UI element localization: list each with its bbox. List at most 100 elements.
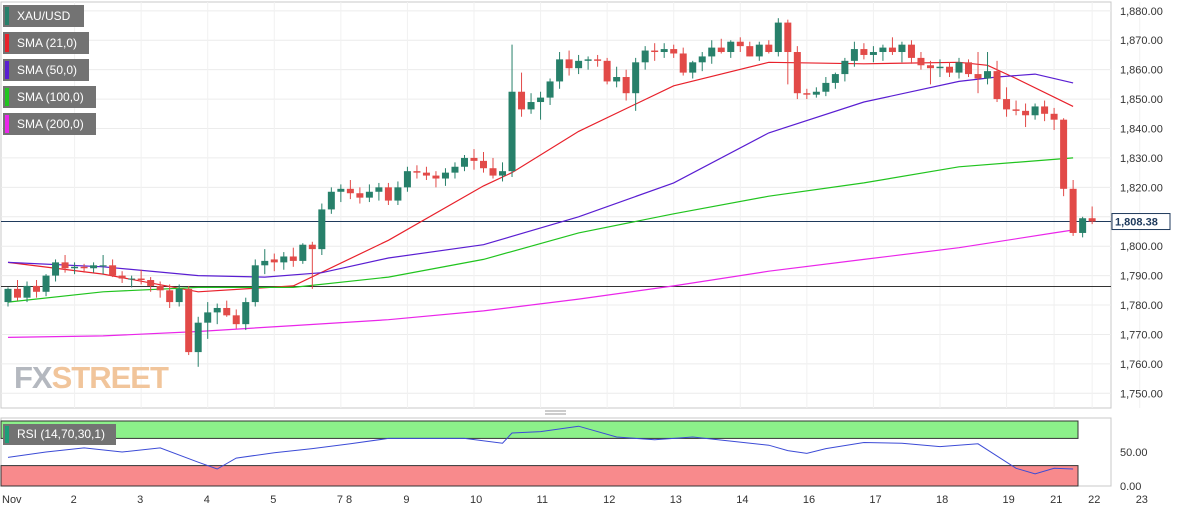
candle-body [965, 62, 973, 75]
candle-body [384, 187, 392, 201]
candle-body [460, 157, 468, 167]
candle-body [746, 46, 754, 57]
candle-body [1069, 188, 1077, 233]
legend-item-sma50[interactable]: SMA (50,0) [3, 59, 89, 81]
y-tick-label: 1,770.00 [1120, 329, 1163, 341]
rsi-swatch [5, 426, 9, 443]
x-tick-label: 13 [670, 494, 682, 506]
candle-body [166, 290, 174, 303]
candle-body [232, 315, 240, 325]
y-tick-label: 1,880.00 [1120, 6, 1163, 18]
x-tick-label: 23 [1136, 494, 1148, 506]
y-tick-label: 1,750.00 [1120, 388, 1163, 400]
x-tick-label: 10 [470, 494, 482, 506]
candle-body [651, 50, 659, 53]
candle-body [251, 265, 259, 303]
candle-body [109, 265, 117, 276]
candle-body [4, 288, 12, 303]
candle-body [99, 265, 107, 267]
candle-body [993, 71, 1001, 100]
x-tick-label: 4 [204, 494, 210, 506]
candle-body [128, 278, 136, 280]
candle-body [147, 280, 155, 286]
legend-label: SMA (100,0) [17, 90, 84, 104]
candles [4, 18, 1096, 367]
candle-body [156, 285, 164, 291]
legend-item-sma21[interactable]: SMA (21,0) [3, 32, 89, 54]
candle-body [755, 44, 763, 57]
candle-body [280, 256, 288, 263]
x-tick-label: 12 [603, 494, 615, 506]
candle-body [1079, 218, 1087, 233]
y-tick-label: 1,850.00 [1120, 94, 1163, 106]
candle-body [594, 59, 602, 61]
candle-body [727, 41, 735, 53]
legend-item-sma100[interactable]: SMA (100,0) [3, 86, 96, 108]
x-tick-label: 19 [1003, 494, 1015, 506]
candle-body [308, 244, 316, 250]
x-tick-label: 16 [803, 494, 815, 506]
legend-label: SMA (21,0) [17, 36, 78, 50]
legend-item-sma200[interactable]: SMA (200,0) [3, 113, 96, 135]
y-tick-label: 1,780.00 [1120, 300, 1163, 312]
candle-body [632, 62, 640, 94]
candle-body [413, 171, 421, 173]
candle-body [327, 191, 335, 210]
candle-body [850, 49, 858, 61]
candle-body [679, 53, 687, 73]
candle-body [42, 275, 50, 292]
candle-body [603, 60, 611, 82]
candle-body [556, 59, 564, 82]
candle-body [1012, 109, 1020, 111]
x-tick-label: Nov [2, 494, 22, 506]
candle-body [470, 157, 478, 161]
candle-body [546, 81, 554, 98]
candle-body [1050, 113, 1058, 120]
candle-body [61, 262, 69, 269]
candle-body [52, 262, 60, 276]
x-tick-label: 2 [71, 494, 77, 506]
candle-body [888, 47, 896, 53]
candle-body [736, 41, 744, 47]
candle-body [945, 66, 953, 73]
y-tick-label: 1,870.00 [1120, 35, 1163, 47]
candle-body [175, 288, 183, 303]
candle-body [708, 47, 716, 57]
rsi-label[interactable]: RSI (14,70,30,1) [3, 424, 116, 445]
candle-body [14, 288, 22, 298]
candle-body [289, 256, 297, 261]
candle-body [432, 175, 440, 179]
x-tick-label: 22 [1088, 494, 1100, 506]
candle-body [936, 66, 944, 69]
x-tick-label: 3 [137, 494, 143, 506]
candle-body [261, 260, 269, 266]
candle-body [584, 59, 592, 61]
legend-swatch [5, 7, 9, 25]
legend: XAU/USD SMA (21,0) SMA (50,0) SMA (100,0… [3, 5, 96, 140]
candle-body [223, 307, 231, 316]
candle-body [660, 49, 668, 53]
candle-body [907, 44, 915, 58]
rsi-label-text: RSI (14,70,30,1) [17, 427, 106, 441]
candle-body [194, 322, 202, 353]
candle-body [508, 91, 516, 172]
rsi-overbought-zone [0, 420, 1079, 439]
candle-body [1031, 106, 1039, 116]
candle-body [537, 97, 545, 103]
y-tick-label: 1,760.00 [1120, 359, 1163, 371]
rsi-tick-label: 50.00 [1120, 447, 1148, 459]
candle-body [518, 91, 526, 110]
candle-body [613, 77, 621, 82]
x-tick-label: 18 [936, 494, 948, 506]
legend-item-xauusd[interactable]: XAU/USD [3, 5, 84, 27]
candle-body [784, 22, 792, 53]
candle-body [204, 312, 212, 323]
candle-body [793, 52, 801, 94]
candle-body [394, 187, 402, 201]
x-tick-label: 7 8 [337, 494, 352, 506]
watermark-street: STREET [51, 360, 169, 395]
candle-body [917, 57, 925, 66]
rsi-oversold-zone [0, 465, 1079, 487]
candle-body [1003, 99, 1011, 110]
